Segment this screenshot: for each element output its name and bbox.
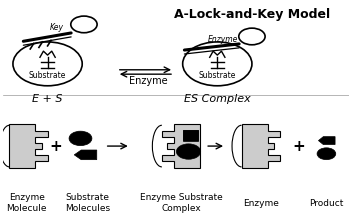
- Polygon shape: [10, 124, 48, 168]
- Polygon shape: [183, 130, 197, 140]
- Text: E + S: E + S: [32, 94, 63, 104]
- Circle shape: [183, 42, 252, 86]
- Text: Enzyme: Enzyme: [243, 198, 278, 208]
- Text: +: +: [292, 139, 305, 154]
- Polygon shape: [162, 124, 200, 168]
- Text: Enzyme: Enzyme: [207, 35, 238, 44]
- Polygon shape: [74, 150, 97, 160]
- Text: Key: Key: [50, 23, 64, 32]
- Polygon shape: [319, 137, 335, 145]
- Polygon shape: [183, 130, 198, 141]
- Text: Substrate
Molecules: Substrate Molecules: [65, 193, 110, 213]
- Text: Substrate: Substrate: [29, 71, 66, 80]
- Text: Enzyme
Molecule: Enzyme Molecule: [7, 193, 47, 213]
- Text: Substrate: Substrate: [199, 71, 236, 80]
- Circle shape: [69, 131, 92, 146]
- Text: Enzyme Substrate
Complex: Enzyme Substrate Complex: [139, 193, 222, 213]
- Text: +: +: [50, 139, 63, 154]
- Text: ES Complex: ES Complex: [184, 94, 251, 104]
- Text: Enzyme: Enzyme: [129, 76, 167, 86]
- Text: Product: Product: [309, 198, 344, 208]
- Circle shape: [13, 42, 82, 86]
- Polygon shape: [241, 124, 279, 168]
- Circle shape: [317, 148, 336, 160]
- Text: A-Lock-and-Key Model: A-Lock-and-Key Model: [174, 8, 330, 21]
- Circle shape: [176, 144, 201, 159]
